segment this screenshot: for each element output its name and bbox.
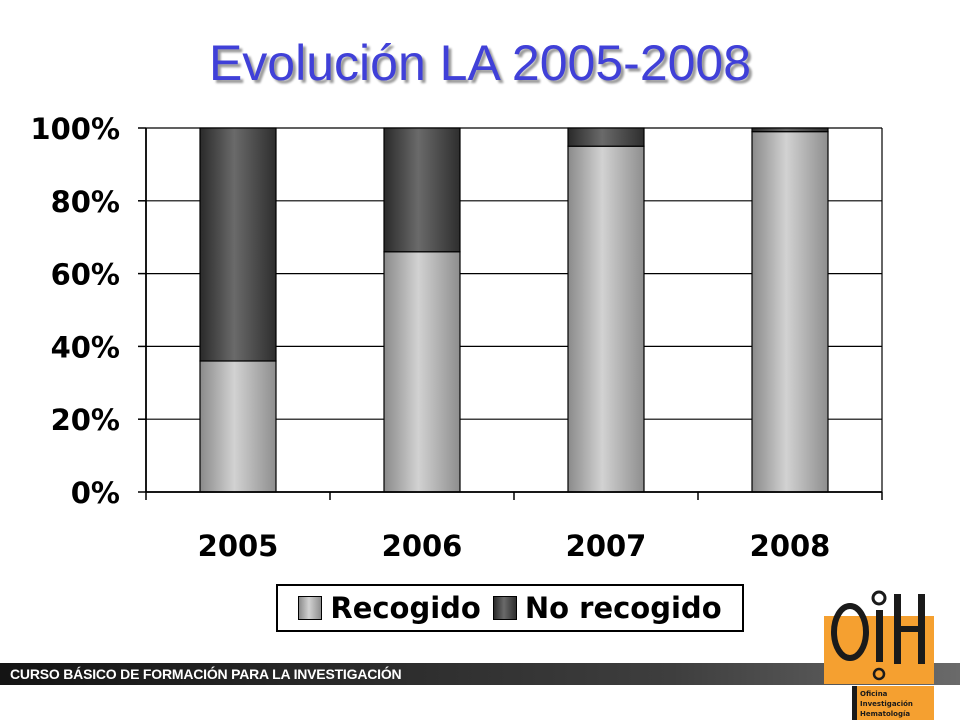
x-tick-label: 2007 — [566, 529, 647, 563]
svg-text:Investigación: Investigación — [860, 700, 913, 708]
legend-label-recogido: Recogido — [330, 591, 481, 625]
svg-text:Oficina: Oficina — [860, 690, 888, 698]
bar-recogido-2005 — [199, 360, 277, 493]
footer-text: CURSO BÁSICO DE FORMACIÓN PARA LA INVEST… — [10, 666, 402, 682]
legend-swatch-no-recogido — [492, 596, 517, 620]
y-tick-label: 20% — [51, 403, 120, 437]
bar-recogido-2006 — [383, 251, 461, 493]
y-tick-label: 100% — [30, 112, 120, 146]
bar-no-recogido-2008 — [751, 127, 829, 133]
slide-title: Evolución LA 2005-2008 — [208, 35, 752, 91]
x-tick-label: 2005 — [198, 529, 279, 563]
svg-text:Hematología: Hematología — [860, 710, 910, 718]
y-tick-label: 80% — [51, 185, 120, 219]
legend-item-no-recogido: No recogido — [492, 591, 722, 625]
footer-bar: CURSO BÁSICO DE FORMACIÓN PARA LA INVEST… — [0, 663, 960, 685]
chart-legend: Recogido No recogido — [276, 584, 744, 632]
bar-recogido-2008 — [751, 131, 829, 493]
x-tick-label: 2008 — [750, 529, 831, 563]
y-tick-label: 0% — [71, 476, 120, 510]
legend-label-no-recogido: No recogido — [524, 591, 722, 625]
y-tick-label: 60% — [51, 258, 120, 292]
stacked-bar-chart: 0% 20% 40% 60% 80% 100% 2005 2006 2007 2008 — [30, 112, 883, 563]
legend-item-recogido: Recogido — [298, 591, 481, 625]
legend-swatch-recogido — [298, 596, 323, 620]
bar-no-recogido-2006 — [383, 127, 461, 253]
bar-no-recogido-2007 — [567, 127, 645, 147]
x-tick-label: 2006 — [382, 529, 463, 563]
oih-logo: Oficina Investigación Hematología — [824, 590, 934, 720]
bar-no-recogido-2005 — [199, 127, 277, 362]
bar-recogido-2007 — [567, 145, 645, 493]
y-tick-label: 40% — [51, 330, 120, 364]
